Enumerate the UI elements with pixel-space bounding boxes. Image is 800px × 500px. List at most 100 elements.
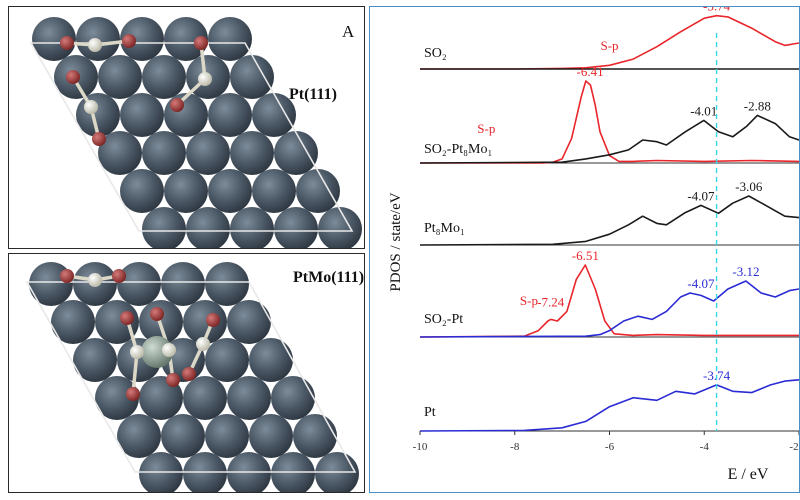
pt-atom — [164, 17, 208, 61]
pt-atom — [205, 414, 249, 458]
panel-label: SO₂-Pt — [424, 312, 463, 327]
pt-atom — [186, 131, 230, 175]
oxygen-atom — [92, 132, 106, 146]
x-tick-label: -4 — [700, 441, 710, 453]
unit-cell-outline — [29, 42, 354, 232]
bond — [131, 351, 139, 395]
peak-label: -6.41 — [577, 64, 604, 79]
pdos-chart-panel: PDOS / state/eVSO₂S-p-3.74SO₂-Pt₈Mo₁S-p-… — [369, 6, 800, 493]
pt-atom — [51, 300, 95, 344]
series-line-s-p — [420, 80, 799, 164]
pt-atom — [208, 93, 252, 137]
panel-label: SO₂ — [424, 46, 447, 61]
peak-label: -4.07 — [687, 188, 715, 203]
oxygen-atom — [120, 311, 134, 325]
pt-atom — [230, 55, 274, 99]
s-p-label: S-p — [477, 121, 495, 136]
series-line-s-p — [420, 14, 799, 70]
x-tick-label: -6 — [605, 441, 615, 453]
peak-label: -2.88 — [744, 98, 771, 113]
peak-label: -4.01 — [690, 103, 717, 118]
pt-atom — [274, 131, 318, 175]
pt-atom — [161, 414, 205, 458]
pt-atom — [186, 207, 230, 248]
pt-atom — [208, 17, 252, 61]
pt-atom — [32, 17, 76, 61]
ptmo111-label: PtMo(111) — [293, 269, 364, 286]
pt-atom — [164, 169, 208, 213]
pt111-label: Pt(111) — [289, 86, 337, 103]
mo-atom — [141, 336, 173, 368]
unit-cell-outline — [25, 281, 357, 473]
pt-atom — [73, 338, 117, 382]
pt111-structure-panel: A Pt(111) — [8, 6, 365, 249]
pt-atom — [227, 376, 271, 420]
pt-atom — [252, 169, 296, 213]
pt-atom — [208, 169, 252, 213]
ptmo111-structure-image: PtMo(111) — [25, 262, 364, 492]
pt-atom — [230, 131, 274, 175]
sulfur-atom — [88, 38, 102, 52]
pt-atom — [117, 262, 161, 306]
s-p-label: S-p — [600, 38, 618, 53]
peak-label: -6.51 — [572, 248, 599, 263]
oxygen-atom — [182, 367, 196, 381]
sulfur-atom — [162, 343, 176, 357]
panel-label: Pt₈Mo₁ — [424, 221, 465, 236]
x-tick-label: -2 — [789, 441, 798, 453]
x-tick-label: -10 — [413, 441, 428, 453]
pt-atom — [271, 376, 315, 420]
pt-atom — [205, 262, 249, 306]
panel-letter: A — [342, 22, 355, 41]
sulfur-atom — [196, 337, 210, 351]
pt-atom — [249, 414, 293, 458]
sulfur-atom — [84, 100, 98, 114]
oxygen-atom — [150, 307, 164, 321]
x-tick-label: -8 — [510, 441, 520, 453]
sulfur-atom — [198, 72, 212, 86]
series-line-s-p — [419, 264, 799, 338]
oxygen-atom — [122, 34, 136, 48]
pt-atom — [117, 414, 161, 458]
ptmo111-structure-panel: PtMo(111) — [8, 253, 365, 493]
pt-atom — [120, 93, 164, 137]
pt-atom — [95, 376, 139, 420]
pt-atom — [29, 262, 73, 306]
pt-atom — [183, 376, 227, 420]
pt-atom — [274, 207, 318, 248]
peak-label: -7.24 — [537, 294, 565, 309]
pt-atom — [205, 338, 249, 382]
pdos-chart: PDOS / state/eVSO₂S-p-3.74SO₂-Pt₈Mo₁S-p-… — [388, 7, 799, 483]
oxygen-atom — [206, 313, 220, 327]
sulfur-atom — [130, 345, 144, 359]
oxygen-atom — [194, 36, 208, 50]
panel-label: SO₂-Pt₈Mo₁ — [424, 142, 492, 157]
pt-atom — [318, 207, 362, 248]
pt-atom — [98, 131, 142, 175]
pt-atom — [98, 55, 142, 99]
series-line-black — [419, 195, 799, 246]
peak-label: -3.74 — [703, 7, 731, 14]
series-line-blue — [419, 280, 799, 338]
pt-atom — [95, 300, 139, 344]
x-axis-label: E / eV — [728, 466, 769, 483]
pt-atom — [252, 93, 296, 137]
pt-atom — [120, 17, 164, 61]
pt-atom — [142, 131, 186, 175]
pt-atom — [161, 262, 205, 306]
panel-label: Pt — [424, 405, 436, 420]
pt-atom — [142, 55, 186, 99]
oxygen-atom — [166, 373, 180, 387]
peak-label: -4.07 — [687, 276, 715, 291]
pt-atom — [142, 207, 186, 248]
pt-atom — [139, 376, 183, 420]
sulfur-atom — [88, 273, 102, 287]
series-line-blue — [419, 379, 799, 432]
oxygen-atom — [170, 98, 184, 112]
pt-atom — [230, 207, 274, 248]
oxygen-atom — [126, 387, 140, 401]
peak-label: -3.06 — [735, 179, 763, 194]
pt-atom — [249, 338, 293, 382]
peak-label: -3.12 — [732, 264, 759, 279]
s-p-label: S-p — [520, 293, 538, 308]
